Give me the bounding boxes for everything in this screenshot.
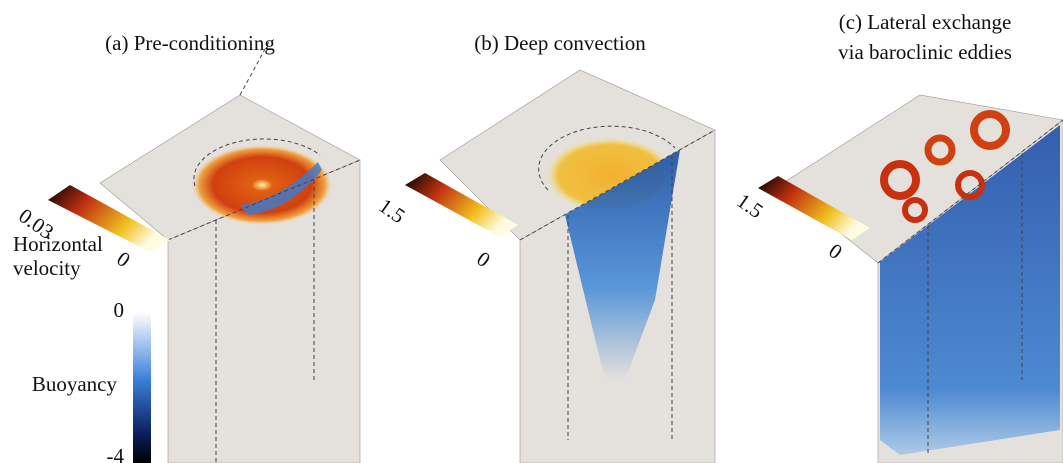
eddy [902,197,928,223]
colorbar-min: 0 [824,238,846,264]
velocity-colorbar [405,173,518,237]
colorbar-min: 0 [112,246,134,272]
edge [239,39,271,96]
colorbar-label: velocity [13,256,81,280]
colorbar-max: 1.5 [374,193,409,228]
panel-title: (c) Lateral exchange [839,10,1012,34]
panel-title: via baroclinic eddies [838,40,1012,64]
velocity-colorbar [48,185,170,252]
outline [193,138,321,187]
edge [519,129,716,241]
colorbar-max: 0 [114,298,125,322]
eddy [880,160,920,200]
outline [538,125,676,191]
panel-title: (b) Deep convection [474,31,646,55]
buoyancy-plume [880,125,1060,455]
colorbar-max: 1.5 [732,188,767,223]
panel-title: (a) Pre-conditioning [105,31,275,55]
colorbar-label: Buoyancy [32,372,118,396]
buoyancy-colorbar [133,312,151,463]
eddy [955,170,985,200]
edge [877,119,1063,264]
eddy [924,134,956,166]
velocity-colorbar [758,176,870,240]
colorbar-min: 0 [472,246,494,272]
eddy [970,110,1010,150]
velocity-patch [192,145,332,225]
colorbar-min: -4 [107,444,125,463]
buoyancy-plume [565,150,680,380]
colorbar-label: Horizontal [13,232,103,256]
